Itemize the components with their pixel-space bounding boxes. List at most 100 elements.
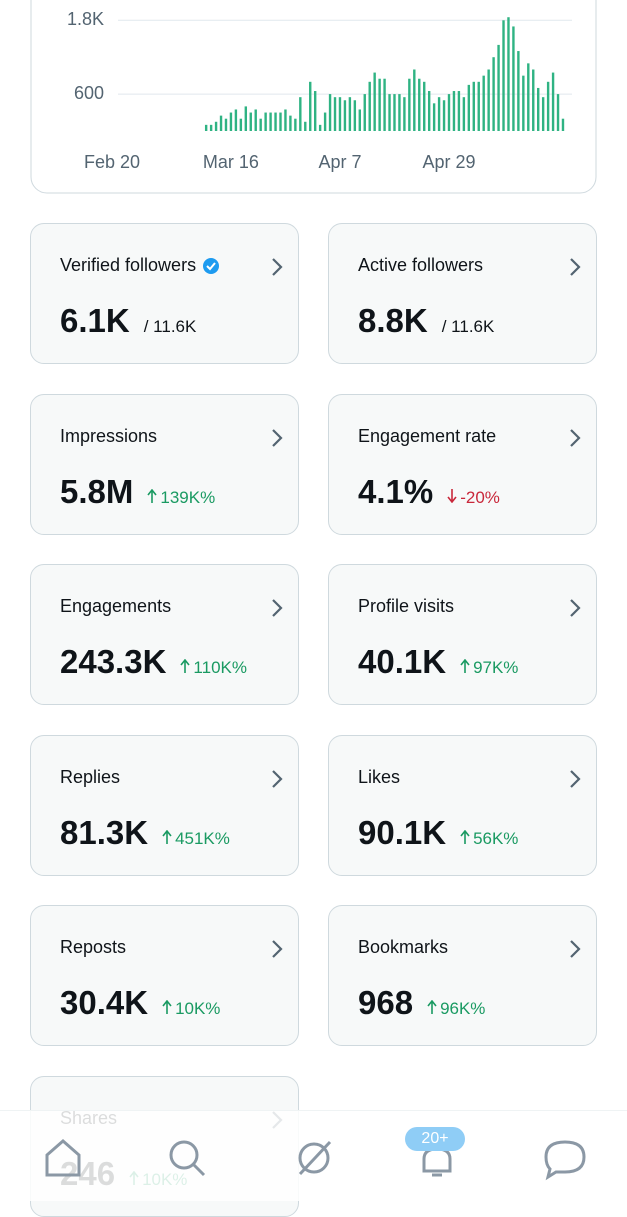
stat-label: Bookmarks xyxy=(358,937,449,958)
chevron xyxy=(272,599,283,617)
stat-label: Active followers xyxy=(358,255,484,275)
home-icon[interactable] xyxy=(45,1139,81,1177)
bar xyxy=(408,78,411,131)
stat-card[interactable]: Replies 81.3K 451K% xyxy=(30,734,299,876)
bar xyxy=(398,94,401,131)
stat-card[interactable]: Reposts 30.4K 10K% xyxy=(30,905,299,1047)
arrow-path xyxy=(180,659,191,674)
bar xyxy=(467,84,471,131)
messages-icon[interactable] xyxy=(544,1140,586,1181)
stat-card[interactable]: Engagements 243.3K 110K% xyxy=(30,564,299,706)
bar xyxy=(393,94,396,131)
arrow-path xyxy=(162,1000,172,1015)
bar xyxy=(309,81,312,131)
stat-change: 110K% xyxy=(180,658,247,678)
bar xyxy=(447,94,451,131)
chevron-path xyxy=(570,940,581,959)
stat-label: Engagement rate xyxy=(358,425,497,446)
stat-row: 5.8M 139K% xyxy=(60,473,215,511)
arrow-path xyxy=(162,829,172,844)
stat-card[interactable]: Likes 90.1K 56K% xyxy=(328,734,597,876)
chevron-path xyxy=(272,599,283,617)
notification-badge[interactable]: 20+ xyxy=(405,1127,465,1151)
stat-label-row: Bookmarks xyxy=(358,937,448,958)
stat-card[interactable]: Active followers 8.8K / 11.6K xyxy=(328,223,597,364)
bar xyxy=(388,94,391,131)
bar xyxy=(279,112,282,131)
stat-card[interactable]: Verified followers 6.1K / 11.6K xyxy=(30,223,299,364)
bar xyxy=(512,26,515,132)
chevron-path xyxy=(570,428,581,447)
change-arrow xyxy=(447,488,457,503)
bar xyxy=(527,63,530,131)
stat-card[interactable]: Impressions 5.8M 139K% xyxy=(30,393,299,535)
bar xyxy=(209,124,213,131)
bar xyxy=(254,109,257,131)
bar xyxy=(328,94,332,131)
stat-label-row: Profile visits xyxy=(358,596,454,617)
chevron-path xyxy=(272,258,283,276)
stat-change: 96K% xyxy=(427,999,485,1019)
stat-card[interactable]: Bookmarks 968 96K% xyxy=(328,905,597,1047)
bar xyxy=(472,81,475,131)
stat-value: 4.1% xyxy=(358,472,434,510)
bar xyxy=(259,118,262,131)
stat-label: Verified followers xyxy=(60,255,197,275)
bar xyxy=(304,121,307,131)
stat-value: 5.8M xyxy=(60,472,134,510)
grok-icon[interactable] xyxy=(298,1142,330,1174)
stat-label-row: Replies xyxy=(60,767,120,788)
stat-card[interactable]: Engagement rate 4.1% -20% xyxy=(328,393,597,535)
bar xyxy=(294,118,297,131)
stat-row: 81.3K 451K% xyxy=(60,814,230,852)
stat-label-row: Active followers xyxy=(358,255,483,276)
arrow-path xyxy=(427,1000,437,1015)
change-text: 96K% xyxy=(440,999,486,1019)
bar xyxy=(229,112,233,131)
bar xyxy=(487,69,490,131)
bar xyxy=(532,69,535,131)
change-arrow xyxy=(147,488,157,503)
bar xyxy=(452,91,456,131)
stat-total: / 11.6K xyxy=(441,317,495,336)
bar xyxy=(249,112,252,131)
bar xyxy=(274,112,277,131)
search-icon[interactable] xyxy=(169,1140,199,1170)
chevron-path xyxy=(570,258,581,276)
chevron-path xyxy=(272,428,283,447)
chart-card xyxy=(30,0,597,194)
bar xyxy=(492,57,495,132)
bar xyxy=(323,112,327,131)
stat-label-row: Likes xyxy=(358,767,400,788)
arrow-path xyxy=(447,488,457,503)
stat-change: 139K% xyxy=(147,488,215,508)
bar xyxy=(517,51,520,131)
chevron xyxy=(272,770,283,788)
change-arrow xyxy=(460,659,470,674)
notifications-icon[interactable] xyxy=(422,1147,452,1177)
bar xyxy=(368,81,371,131)
verified-badge xyxy=(203,257,220,274)
bar xyxy=(551,72,555,131)
bar xyxy=(244,106,248,131)
change-text: 97K% xyxy=(473,658,519,678)
stat-row: 40.1K 97K% xyxy=(358,643,518,681)
stat-label: Reposts xyxy=(60,937,127,958)
bar xyxy=(427,91,431,131)
change-arrow xyxy=(162,829,172,844)
stat-value: 40.1K xyxy=(358,643,447,681)
stat-value: 8.8K xyxy=(358,302,428,339)
stat-value: 968 xyxy=(358,984,414,1022)
stat-value: 243.3K xyxy=(60,643,167,681)
bar xyxy=(561,118,565,131)
bar xyxy=(358,109,361,131)
stat-card[interactable]: Profile visits 40.1K 97K% xyxy=(328,564,597,706)
stat-change: 451K% xyxy=(162,829,230,849)
bar xyxy=(403,97,406,131)
bar xyxy=(482,75,485,131)
bar xyxy=(318,124,322,131)
stat-value: 30.4K xyxy=(60,984,149,1022)
bar xyxy=(348,97,352,131)
bar xyxy=(219,115,223,131)
